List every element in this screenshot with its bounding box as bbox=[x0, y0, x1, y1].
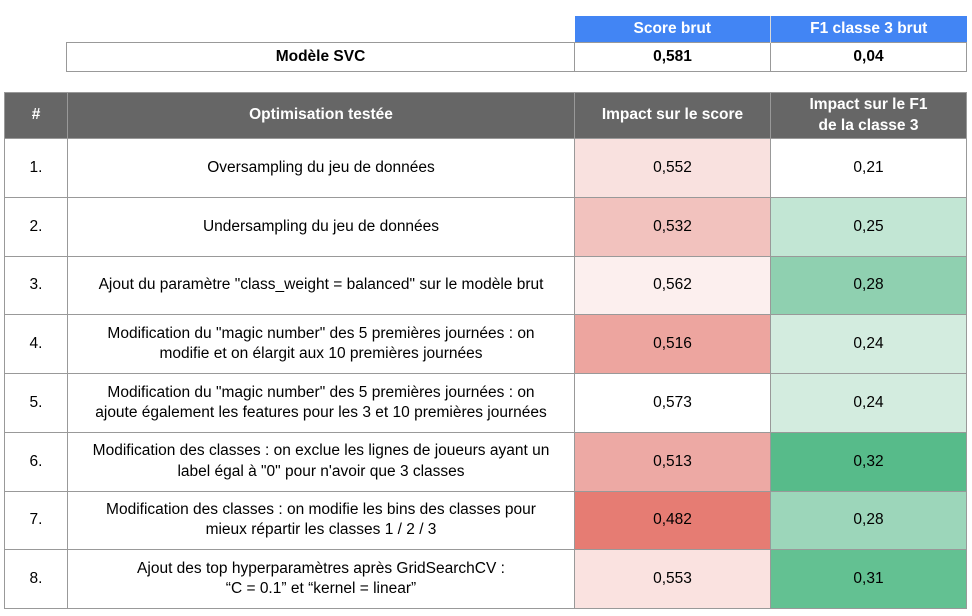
f1-impact-cell: 0,24 bbox=[770, 314, 967, 374]
optimization-table: # Optimisation testée Impact sur le scor… bbox=[4, 92, 967, 609]
score-impact-cell: 0,513 bbox=[574, 431, 771, 492]
header-score-impact: Impact sur le score bbox=[574, 92, 771, 139]
table-row: 4. Modification du "magic number" des 5 … bbox=[4, 314, 967, 374]
baseline-header-row: Score brut F1 classe 3 brut bbox=[67, 16, 967, 43]
table-row: 5. Modification du "magic number" des 5 … bbox=[4, 373, 967, 433]
f1-impact-cell: 0,28 bbox=[770, 255, 967, 316]
row-number-cell: 5. bbox=[4, 373, 68, 433]
header-optimization: Optimisation testée bbox=[67, 92, 575, 139]
table-row: 8. Ajout des top hyperparamètres après G… bbox=[4, 549, 967, 609]
optimization-desc-cell: Modification du "magic number" des 5 pre… bbox=[67, 314, 575, 374]
optimization-desc-cell: Ajout du paramètre "class_weight = balan… bbox=[67, 255, 575, 316]
score-impact-cell: 0,553 bbox=[574, 549, 771, 609]
baseline-table: Score brut F1 classe 3 brut Modèle SVC 0… bbox=[66, 16, 967, 72]
f1-impact-cell: 0,32 bbox=[770, 431, 967, 492]
score-impact-cell: 0,516 bbox=[574, 314, 771, 374]
table-row: 1. Oversampling du jeu de données 0,552 … bbox=[4, 138, 967, 198]
optimization-desc-cell: Oversampling du jeu de données bbox=[67, 138, 575, 198]
optimization-desc-cell: Ajout des top hyperparamètres après Grid… bbox=[67, 549, 575, 609]
row-number-cell: 4. bbox=[4, 314, 68, 374]
row-number-cell: 2. bbox=[4, 196, 68, 257]
table-row: 3. Ajout du paramètre "class_weight = ba… bbox=[4, 255, 967, 316]
baseline-f1-value: 0,04 bbox=[770, 42, 967, 72]
optimization-desc-cell: Modification du "magic number" des 5 pre… bbox=[67, 373, 575, 433]
f1-impact-cell: 0,24 bbox=[770, 373, 967, 433]
table-row: 7. Modification des classes : on modifie… bbox=[4, 490, 967, 551]
optimization-desc-cell: Undersampling du jeu de données bbox=[67, 196, 575, 257]
optimization-desc-cell: Modification des classes : on exclue les… bbox=[67, 431, 575, 492]
table-row: 6. Modification des classes : on exclue … bbox=[4, 431, 967, 492]
score-impact-cell: 0,532 bbox=[574, 196, 771, 257]
baseline-score-value: 0,581 bbox=[574, 42, 771, 72]
row-number-cell: 6. bbox=[4, 431, 68, 492]
row-number-cell: 8. bbox=[4, 549, 68, 609]
row-number-cell: 7. bbox=[4, 490, 68, 551]
baseline-score-header: Score brut bbox=[574, 16, 771, 43]
row-number-cell: 3. bbox=[4, 255, 68, 316]
score-impact-cell: 0,562 bbox=[574, 255, 771, 316]
baseline-blank-cell bbox=[67, 16, 575, 43]
f1-impact-cell: 0,25 bbox=[770, 196, 967, 257]
f1-impact-cell: 0,31 bbox=[770, 549, 967, 609]
header-f1-impact: Impact sur le F1 de la classe 3 bbox=[770, 92, 967, 139]
baseline-model-label: Modèle SVC bbox=[66, 42, 575, 72]
f1-impact-cell: 0,28 bbox=[770, 490, 967, 551]
baseline-value-row: Modèle SVC 0,581 0,04 bbox=[66, 42, 967, 72]
table-row: 2. Undersampling du jeu de données 0,532… bbox=[4, 196, 967, 257]
baseline-f1-header: F1 classe 3 brut bbox=[770, 16, 967, 43]
row-number-cell: 1. bbox=[4, 138, 68, 198]
optimization-desc-cell: Modification des classes : on modifie le… bbox=[67, 490, 575, 551]
score-impact-cell: 0,552 bbox=[574, 138, 771, 198]
optimization-header-row: # Optimisation testée Impact sur le scor… bbox=[4, 92, 967, 139]
f1-impact-cell: 0,21 bbox=[770, 138, 967, 198]
score-impact-cell: 0,482 bbox=[574, 490, 771, 551]
header-number: # bbox=[4, 92, 68, 139]
score-impact-cell: 0,573 bbox=[574, 373, 771, 433]
